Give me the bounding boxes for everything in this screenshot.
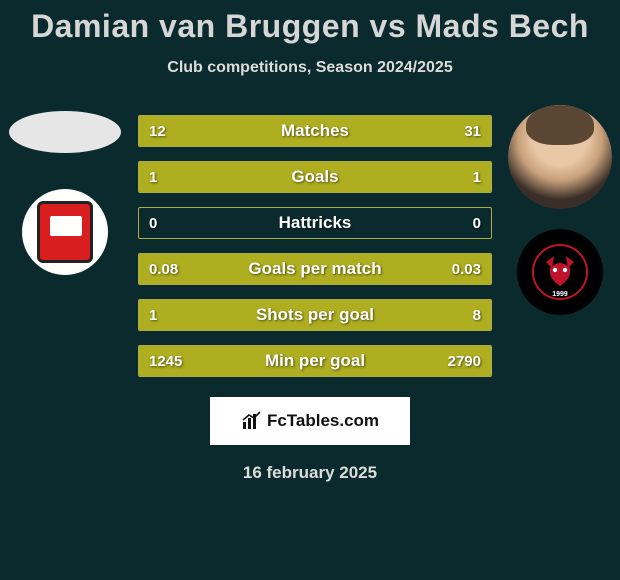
stat-value-left: 0 — [149, 208, 157, 238]
left-player-column — [0, 105, 130, 275]
brand-text: FcTables.com — [267, 411, 379, 431]
right-club-wolf-icon: 1999 — [532, 244, 588, 300]
stat-bar-row: Goals11 — [138, 161, 492, 193]
right-club-badge: 1999 — [517, 229, 603, 315]
subtitle: Club competitions, Season 2024/2025 — [0, 59, 620, 77]
stat-bar-fill-right — [315, 162, 491, 192]
stat-bar-row: Shots per goal18 — [138, 299, 492, 331]
stat-value-right: 31 — [464, 116, 481, 146]
stat-bar-fill-right — [237, 116, 491, 146]
stat-bar-row: Goals per match0.080.03 — [138, 253, 492, 285]
stat-label: Hattricks — [139, 208, 491, 238]
stat-value-right: 0 — [473, 208, 481, 238]
stat-value-left: 1 — [149, 162, 157, 192]
stat-value-left: 0.08 — [149, 254, 178, 284]
left-club-badge — [22, 189, 108, 275]
stat-bar-fill-left — [139, 300, 178, 330]
stat-bars: Matches1231Goals11Hattricks00Goals per m… — [138, 115, 492, 391]
brand-badge: FcTables.com — [210, 397, 410, 445]
stat-bar-fill-left — [139, 162, 315, 192]
left-club-shield-icon — [37, 201, 93, 263]
right-player-column: 1999 — [500, 105, 620, 315]
stat-value-right: 0.03 — [452, 254, 481, 284]
left-player-avatar — [9, 111, 121, 153]
stat-value-left: 1 — [149, 300, 157, 330]
stat-bar-row: Min per goal12452790 — [138, 345, 492, 377]
footer-date: 16 february 2025 — [0, 463, 620, 483]
stat-value-right: 8 — [473, 300, 481, 330]
stat-bar-fill-right — [178, 300, 491, 330]
page-title: Damian van Bruggen vs Mads Bech — [0, 0, 620, 45]
right-player-avatar — [508, 105, 612, 209]
stat-bar-row: Matches1231 — [138, 115, 492, 147]
stat-value-right: 2790 — [448, 346, 481, 376]
stat-value-right: 1 — [473, 162, 481, 192]
stat-bar-row: Hattricks0 0 — [138, 207, 492, 239]
brand-chart-icon — [241, 410, 263, 432]
stat-value-left: 1245 — [149, 346, 182, 376]
comparison-area: 1999 Matches1231Goals11Hattricks00Goals … — [0, 105, 620, 385]
stat-value-left: 12 — [149, 116, 166, 146]
svg-text:1999: 1999 — [552, 291, 568, 298]
